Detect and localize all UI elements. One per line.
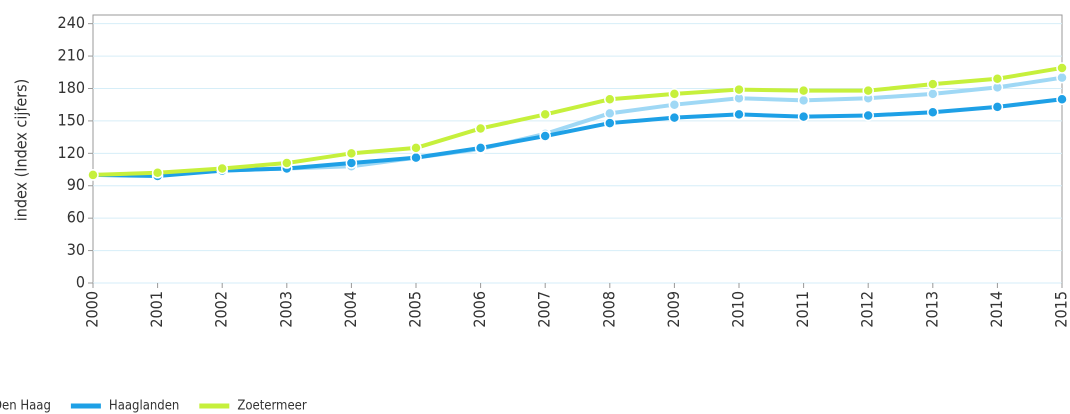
x-tick-label: 2015	[1052, 291, 1070, 328]
y-tick-label: 150	[58, 110, 85, 129]
data-point	[474, 122, 487, 135]
x-tick-label: 2009	[664, 291, 683, 328]
x-tick-label: 2008	[599, 291, 618, 328]
data-point	[927, 88, 939, 100]
x-tick-label: 2011	[793, 291, 812, 328]
y-tick-label: 210	[58, 46, 85, 65]
data-point	[604, 93, 616, 106]
data-point	[345, 147, 358, 160]
data-point	[797, 94, 810, 107]
data-point	[862, 109, 874, 122]
data-point	[797, 110, 810, 123]
series-line	[91, 65, 1064, 177]
y-tick-label: 240	[58, 13, 85, 32]
y-axis-label: index (Index cijfers)	[12, 79, 31, 222]
x-tick-label: 2010	[729, 291, 748, 328]
data-point	[1056, 93, 1068, 106]
x-tick-label: 2005	[406, 291, 425, 328]
y-tick-label: 180	[58, 78, 85, 97]
legend-label: Zoetermeer	[237, 399, 307, 414]
x-tick-label: 2012	[858, 291, 877, 328]
data-point	[733, 108, 745, 121]
data-point	[539, 130, 551, 142]
data-point	[991, 101, 1004, 113]
data-point	[345, 157, 358, 169]
data-point	[862, 84, 874, 97]
data-point	[216, 162, 228, 175]
data-point	[797, 84, 810, 97]
data-point	[927, 78, 939, 90]
y-tick-label: 0	[76, 273, 85, 292]
y-tick-label: 120	[58, 143, 85, 162]
data-point	[474, 142, 487, 154]
data-point	[991, 73, 1004, 85]
data-point	[1056, 62, 1068, 74]
data-point	[1056, 71, 1068, 84]
x-tick-label: 2001	[147, 291, 166, 328]
x-tick-label: 2006	[470, 291, 489, 328]
data-point	[668, 88, 681, 100]
data-point	[604, 117, 616, 129]
data-point	[281, 157, 293, 169]
x-tick-label: 2007	[535, 291, 554, 328]
legend: Den Haag Haaglanden Zoetermeer	[0, 399, 307, 414]
legend-label: Den Haag	[0, 399, 51, 414]
data-point	[733, 83, 745, 96]
y-tick-label: 60	[67, 208, 85, 227]
data-point	[927, 106, 939, 119]
data-point	[87, 169, 99, 181]
series-line	[91, 97, 1064, 179]
y-tick-label: 90	[67, 175, 85, 194]
data-point	[539, 108, 551, 121]
plot-area	[92, 14, 1063, 284]
data-point	[410, 142, 422, 154]
x-tick-label: 2003	[276, 291, 295, 328]
data-point	[410, 151, 422, 164]
data-point	[151, 167, 164, 179]
x-tick-label: 2000	[83, 291, 102, 328]
x-tick-label: 2014	[987, 291, 1006, 328]
data-point	[668, 111, 681, 124]
x-tick-label: 2004	[341, 291, 360, 328]
data-point	[604, 107, 616, 120]
x-tick-label: 2002	[212, 291, 231, 328]
data-point	[668, 98, 681, 111]
x-tick-label: 2013	[922, 291, 941, 328]
legend-label: Haaglanden	[109, 399, 179, 414]
y-tick-label: 30	[67, 240, 85, 259]
